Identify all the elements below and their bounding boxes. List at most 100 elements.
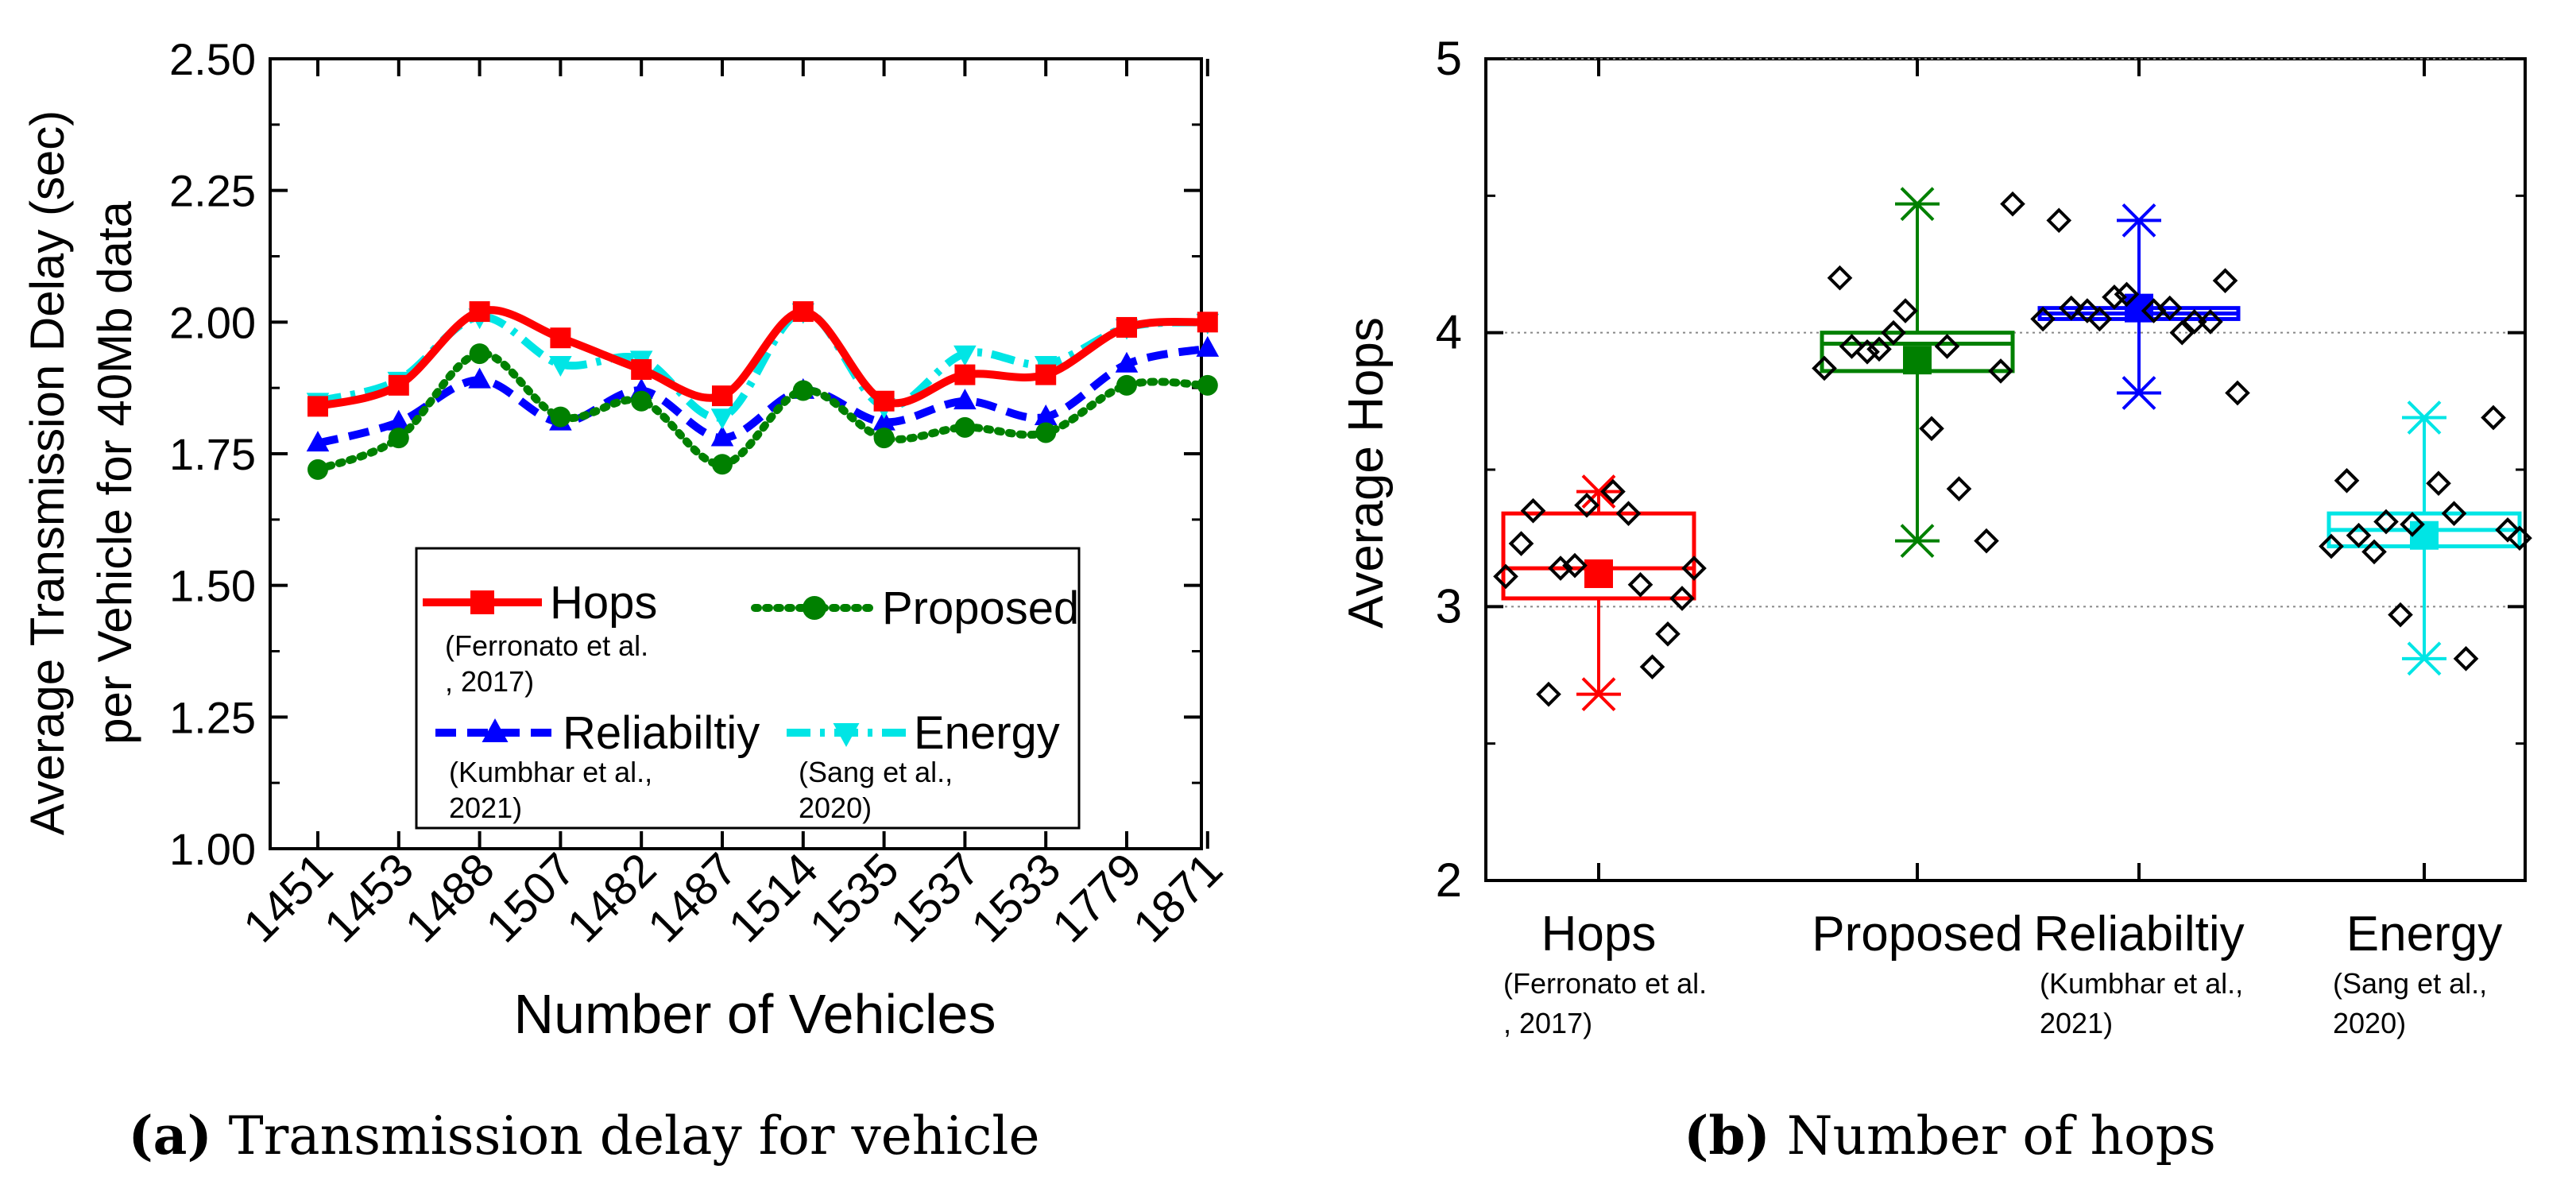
- y-tick-label-a: 1.25: [169, 692, 256, 742]
- data-point: [1639, 654, 1665, 679]
- x-tick-label-a: 1537: [880, 843, 989, 952]
- data-point: [1197, 374, 1218, 396]
- series-proposed: [307, 343, 1218, 480]
- data-point: [710, 425, 734, 447]
- max-marker: [2407, 401, 2442, 435]
- data-point: [1893, 298, 1918, 323]
- data-point: [1508, 531, 1534, 556]
- data-point: [469, 343, 490, 365]
- data-point: [1600, 478, 1626, 505]
- data-point: [1812, 355, 1837, 381]
- legend-ref-reliability-1: (Kumbhar et al.,: [449, 756, 652, 788]
- data-point: [1615, 501, 1642, 526]
- x-tick-label-b: Reliabiltiy: [2033, 907, 2244, 962]
- data-point: [712, 454, 733, 475]
- data-point: [388, 374, 409, 396]
- legend-ref-reliability-2: 2021): [449, 791, 522, 824]
- data-point: [1681, 555, 1707, 581]
- x-tick-label-a: 1871: [1124, 843, 1232, 952]
- data-point: [1669, 586, 1695, 611]
- data-point: [1988, 358, 2013, 384]
- data-point: [1115, 351, 1139, 373]
- data-point: [792, 380, 814, 401]
- x-tick-label-a: 1482: [557, 843, 666, 952]
- legend-a: Hops Proposed Reliabiltiy Energy (Ferronato …: [415, 547, 1081, 830]
- box-energy: [2319, 401, 2532, 676]
- panel-a: 1.001.251.501.752.002.252.50145114531488…: [21, 34, 1232, 1167]
- x-tick-label-a: 1453: [315, 843, 424, 952]
- x-tick-label-a: 1533: [961, 843, 1070, 952]
- y-tick-label-a: 1.00: [169, 824, 256, 874]
- data-point: [2225, 380, 2250, 406]
- data-point: [550, 406, 571, 428]
- legend-label: Proposed: [882, 582, 1079, 634]
- data-point: [1116, 374, 1137, 396]
- data-point: [954, 364, 976, 385]
- data-point: [2156, 295, 2183, 321]
- legend-label: Energy: [914, 707, 1060, 759]
- data-point: [1574, 492, 1599, 518]
- x-tick-label-a: 1514: [719, 843, 828, 952]
- data-point: [1520, 497, 1546, 524]
- data-point: [2046, 207, 2072, 234]
- data-point: [2169, 319, 2195, 346]
- panel-b: 2 3 4 5 Average Hops Hops (Ferronato et al. , 2…: [1339, 32, 2532, 1167]
- min-marker: [2122, 376, 2156, 410]
- data-point: [2426, 470, 2451, 497]
- x-tick-ref-b: (Kumbhar et al.,: [2040, 967, 2243, 1000]
- x-tick-ref-b: 2020): [2333, 1007, 2406, 1039]
- data-point: [387, 409, 411, 431]
- max-marker: [1581, 474, 1616, 509]
- box-hops: [1493, 474, 1707, 712]
- data-point: [2388, 602, 2413, 628]
- y-tick-label-a: 1.50: [169, 561, 256, 611]
- data-point: [2334, 467, 2360, 493]
- series-line: [314, 350, 1212, 474]
- legend-box-a: [415, 547, 1081, 830]
- y-tick-label-a: 2.50: [169, 34, 256, 84]
- x-tick-label-a: 1488: [396, 843, 505, 952]
- caption-a: (a) Transmission delay for vehicle: [128, 1105, 1039, 1167]
- legend-label: Reliabiltiy: [563, 707, 760, 759]
- y-axis-title-a-line2: per Vehicle for 40Mb data: [88, 200, 141, 744]
- data-point: [2346, 522, 2372, 548]
- data-point: [2030, 306, 2056, 332]
- data-point: [2102, 284, 2127, 310]
- data-point: [2441, 501, 2467, 526]
- x-axis-title-a: Number of Vehicles: [514, 983, 996, 1045]
- box-reliabiltiy: [2030, 203, 2250, 410]
- data-point: [712, 385, 733, 407]
- legend-marker: [833, 723, 860, 747]
- series-hops: [307, 301, 1218, 417]
- x-tick-label-a: 1507: [476, 843, 585, 952]
- legend-ref-hops-2: , 2017): [445, 665, 534, 698]
- data-point: [306, 431, 330, 452]
- x-tick-label-a: 1535: [800, 843, 909, 952]
- data-point: [469, 301, 490, 323]
- data-point: [468, 367, 491, 389]
- y-tick-label-a: 2.25: [169, 166, 256, 216]
- data-point: [2319, 533, 2344, 559]
- data-point: [873, 428, 895, 449]
- data-point: [2400, 512, 2425, 537]
- data-point: [388, 428, 409, 449]
- legend-ref-hops-1: (Ferronato et al.: [445, 629, 648, 662]
- x-tick-ref-b: (Sang et al.,: [2333, 967, 2487, 1000]
- caption-a-text: Transmission delay for vehicle: [212, 1105, 1040, 1167]
- plot-frame-b: [1484, 57, 2527, 882]
- data-point: [1881, 319, 1906, 346]
- data-point: [631, 358, 652, 380]
- data-point: [1655, 621, 1681, 647]
- x-tick-label-a: 1779: [1042, 843, 1151, 952]
- data-point: [2212, 268, 2238, 294]
- caption-b: (b) Number of hops: [1684, 1105, 2216, 1167]
- data-point: [631, 390, 652, 412]
- y-tick-label-b: 4: [1436, 306, 1462, 359]
- data-point: [2495, 517, 2520, 543]
- data-point: [307, 459, 328, 480]
- data-point: [549, 355, 572, 377]
- legend-label: Hops: [550, 577, 657, 629]
- data-point: [2058, 295, 2084, 321]
- data-point: [2481, 404, 2506, 431]
- data-point: [1934, 334, 1960, 359]
